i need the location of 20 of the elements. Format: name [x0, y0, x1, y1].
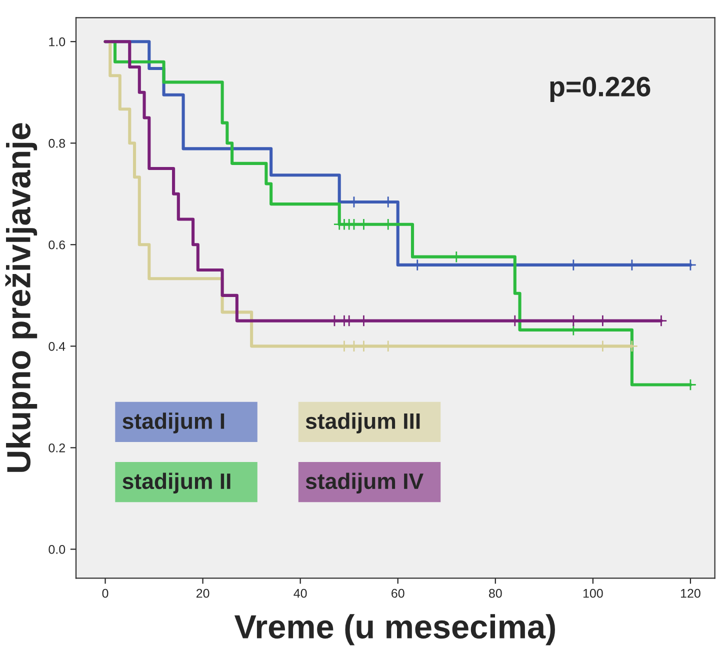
y-tick-label: 0.4: [48, 342, 66, 351]
x-tick-label: 20: [196, 588, 210, 598]
text: stadijum IV: [306, 472, 424, 494]
y-tick-label: 0.6: [48, 240, 66, 250]
x-tick-label: 40: [294, 588, 307, 598]
y-tick-label: 0.8: [48, 138, 66, 148]
x-tick-label: 80: [488, 588, 502, 598]
x-tick-label: 0: [102, 588, 108, 598]
y-axis-title: Ukupno preživljavanje: [5, 123, 38, 472]
x-tick-label: 120: [680, 588, 700, 598]
y-tick-label: 0.0: [48, 545, 66, 554]
x-tick-label: 60: [392, 588, 404, 598]
text: stadijum II: [122, 472, 230, 494]
text: stadijum III: [306, 412, 420, 434]
text: stadijum I: [122, 412, 224, 434]
x-tick-label: 100: [583, 588, 603, 598]
x-axis-title: Vreme (u mesecima): [234, 614, 555, 646]
y-tick-label: 1.0: [49, 37, 66, 46]
annotation: p=0.226: [550, 76, 650, 102]
y-tick-label: 0.2: [48, 444, 65, 452]
